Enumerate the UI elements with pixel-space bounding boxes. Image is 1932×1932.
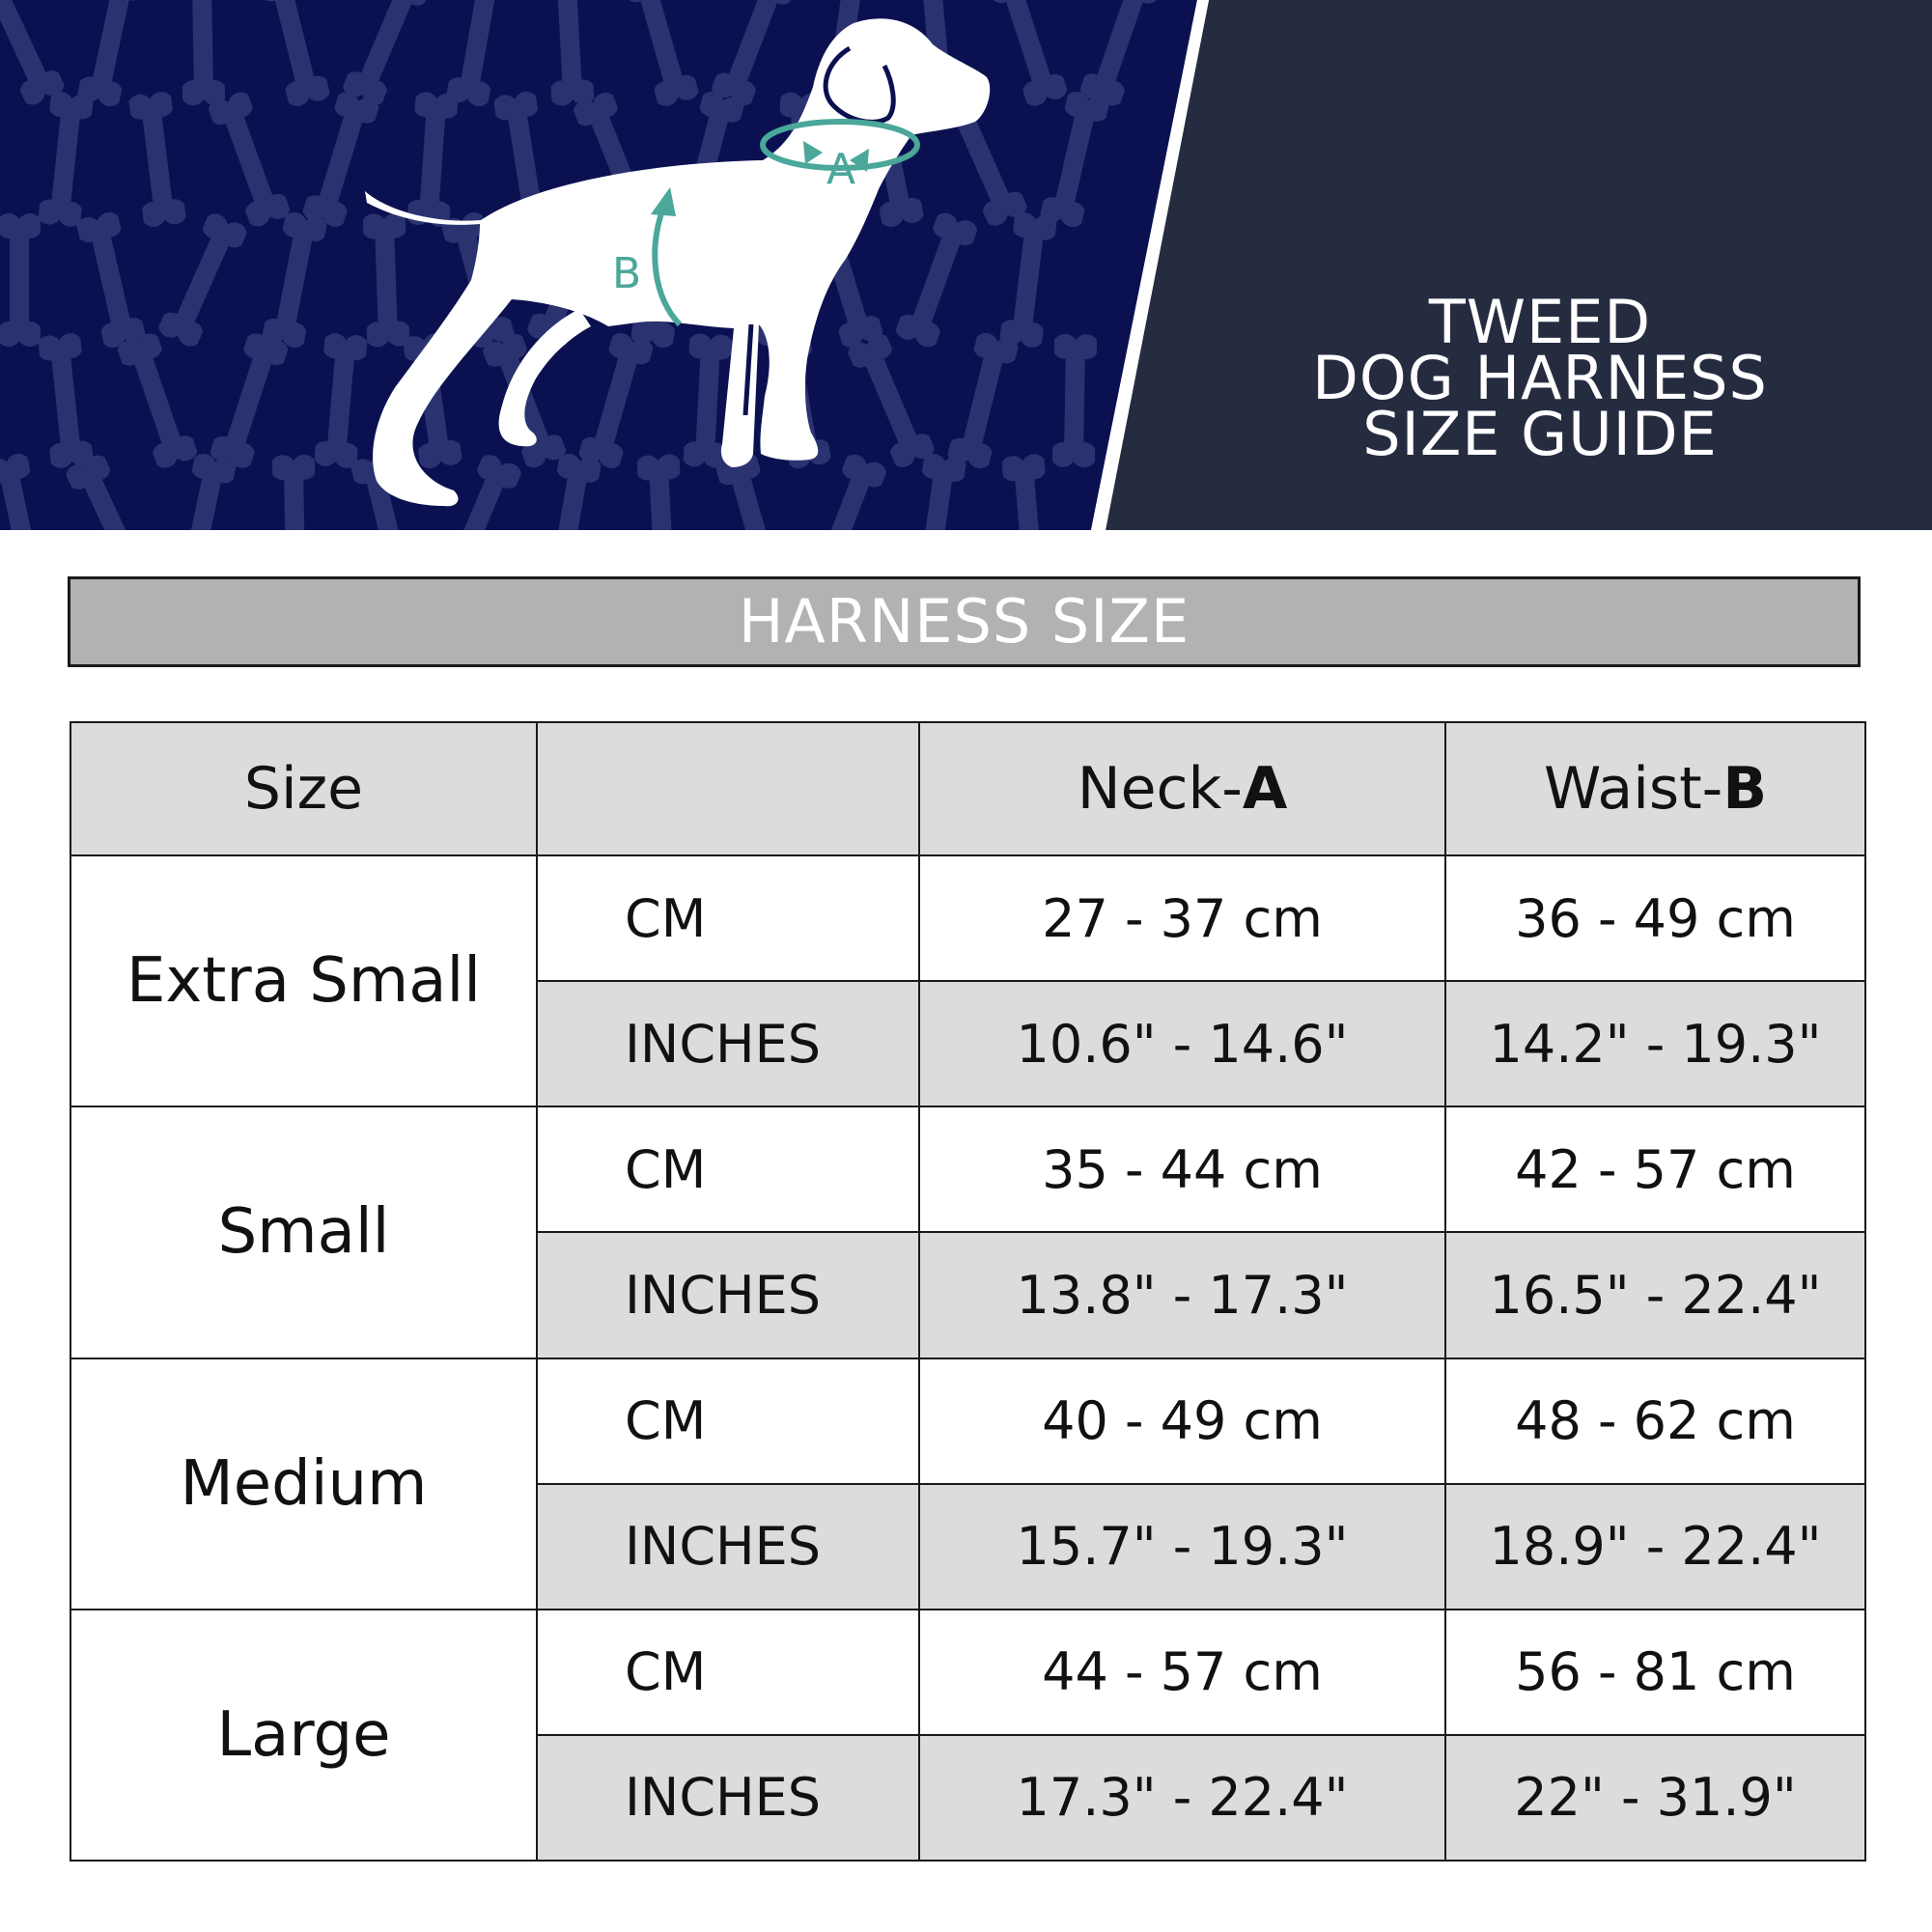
section-title: HARNESS SIZE [68, 576, 1861, 667]
waist-value: 36 - 49 cm [1444, 854, 1866, 983]
table-row: INCHES 17.3" - 22.4" 22" - 31.9" [70, 1733, 1866, 1862]
neck-value: 13.8" - 17.3" [918, 1231, 1446, 1359]
neck-measure-arrow [760, 119, 920, 171]
unit-cell: CM [536, 1608, 920, 1736]
unit-cell: CM [536, 854, 920, 983]
guide-title: TWEED DOG HARNESS SIZE GUIDE [1197, 287, 1883, 469]
unit-cell: INCHES [536, 1482, 920, 1610]
waist-value: 56 - 81 cm [1444, 1608, 1866, 1736]
table-row: INCHES 15.7" - 19.3" 18.9" - 22.4" [70, 1482, 1866, 1610]
waist-label-b: B [612, 249, 641, 298]
table-row: INCHES 10.6" - 14.6" 14.2" - 19.3" [70, 980, 1866, 1108]
table-row: Medium CM 40 - 49 cm 48 - 62 cm [70, 1357, 1866, 1610]
table-row: INCHES 13.8" - 17.3" 16.5" - 22.4" [70, 1231, 1866, 1359]
waist-measure-arrow [652, 203, 683, 327]
guide-title-line-3: SIZE GUIDE [1362, 399, 1718, 469]
waist-value: 42 - 57 cm [1444, 1106, 1866, 1234]
neck-value: 15.7" - 19.3" [918, 1482, 1446, 1610]
waist-value: 48 - 62 cm [1444, 1357, 1866, 1485]
waist-value: 18.9" - 22.4" [1444, 1482, 1866, 1610]
neck-value: 35 - 44 cm [918, 1106, 1446, 1234]
neck-value: 17.3" - 22.4" [918, 1733, 1446, 1862]
divider-stripe [1091, 0, 1209, 530]
header-banner: A B TWEED DOG HARNESS SIZE GUIDE [0, 0, 1932, 530]
unit-cell: INCHES [536, 980, 920, 1108]
guide-title-line-2: DOG HARNESS [1312, 343, 1768, 413]
header-waist-label: Waist- [1543, 755, 1723, 823]
waist-value: 22" - 31.9" [1444, 1733, 1866, 1862]
unit-cell: CM [536, 1106, 920, 1234]
waist-value: 14.2" - 19.3" [1444, 980, 1866, 1108]
neck-value: 44 - 57 cm [918, 1608, 1446, 1736]
table-row: Extra Small CM 27 - 37 cm 36 - 49 cm [70, 854, 1866, 1108]
size-name: Extra Small [70, 854, 538, 1108]
header-unit [536, 721, 920, 856]
neck-value: 40 - 49 cm [918, 1357, 1446, 1485]
table-header-row: Size Neck-A Waist-B [70, 721, 1866, 856]
unit-cell: INCHES [536, 1733, 920, 1862]
header-neck-key: A [1242, 755, 1288, 823]
waist-arrow-head [651, 187, 676, 216]
size-table: Size Neck-A Waist-B Extra Small CM 27 - … [70, 721, 1866, 1862]
header-neck-label: Neck- [1077, 755, 1243, 823]
size-name: Medium [70, 1357, 538, 1610]
header-size: Size [70, 721, 538, 856]
neck-arrow-heads [803, 141, 869, 172]
neck-label-a: A [826, 145, 855, 194]
unit-cell: INCHES [536, 1231, 920, 1359]
header-waist: Waist-B [1444, 721, 1866, 856]
header-waist-key: B [1722, 755, 1768, 823]
size-name: Large [70, 1608, 538, 1862]
header-neck: Neck-A [918, 721, 1446, 856]
right-panel [1106, 0, 1932, 530]
guide-title-line-1: TWEED [1428, 287, 1652, 357]
table-row: Large CM 44 - 57 cm 56 - 81 cm [70, 1608, 1866, 1862]
banner-graphic: A B [0, 0, 1932, 530]
unit-cell: CM [536, 1357, 920, 1485]
table-row: Small CM 35 - 44 cm 42 - 57 cm [70, 1106, 1866, 1359]
neck-value: 27 - 37 cm [918, 854, 1446, 983]
size-name: Small [70, 1106, 538, 1359]
neck-value: 10.6" - 14.6" [918, 980, 1446, 1108]
waist-value: 16.5" - 22.4" [1444, 1231, 1866, 1359]
